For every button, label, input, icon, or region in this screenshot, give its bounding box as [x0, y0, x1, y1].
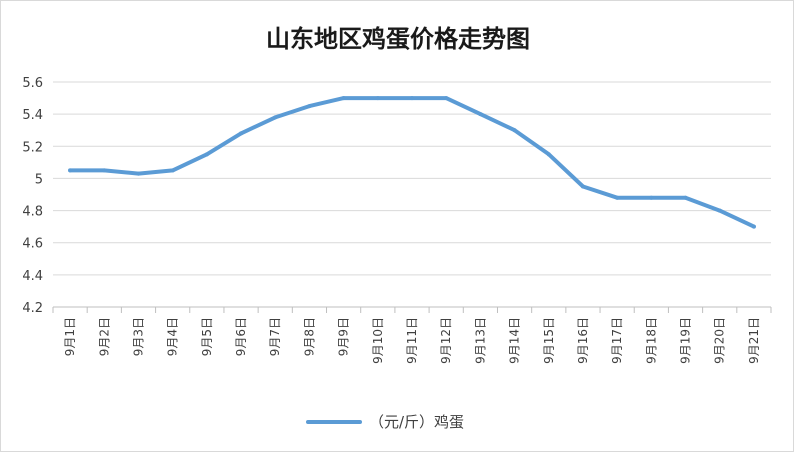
x-tick-label: 9月2日 [97, 317, 111, 356]
data-point [478, 112, 483, 117]
y-tick-label: 5 [35, 172, 43, 187]
x-axis-tick-labels: 9月1日 9月2日 9月3日 9月4日 9月5日 9月6日 9月7日 9月8日 9月9日 9月10… [63, 317, 761, 364]
data-point [717, 208, 722, 213]
x-tick-label: 9月21日 [747, 317, 761, 364]
data-point [580, 184, 585, 189]
data-point [546, 152, 551, 157]
x-tick-label: 9月17日 [610, 317, 624, 364]
x-tick-label: 9月3日 [131, 317, 145, 356]
x-tick-label: 9月14日 [508, 317, 522, 364]
x-tick-label: 9月1日 [63, 317, 77, 356]
data-point [239, 131, 244, 136]
y-tick-label: 5.6 [22, 76, 43, 91]
x-axis [52, 306, 772, 313]
x-tick-label: 9月6日 [234, 317, 248, 356]
y-tick-label: 4.2 [22, 301, 43, 316]
x-tick-label: 9月11日 [405, 317, 419, 364]
x-tick-label: 9月16日 [576, 317, 590, 364]
data-point [307, 104, 312, 109]
y-tick-label: 5.2 [22, 140, 43, 155]
data-point [444, 96, 449, 101]
data-point [341, 96, 346, 101]
legend: （元/斤）鸡蛋 [306, 413, 464, 431]
x-tick-label: 9月5日 [200, 317, 214, 356]
x-tick-label: 9月9日 [337, 317, 351, 356]
data-point [273, 115, 278, 120]
data-point [751, 224, 756, 229]
data-point [512, 128, 517, 133]
x-tick-label: 9月10日 [371, 317, 385, 364]
y-axis-tick-labels: 4.2 4.4 4.6 4.8 5 5.2 5.4 5.6 [22, 76, 43, 316]
x-tick-label: 9月7日 [268, 317, 282, 356]
chart-title: 山东地区鸡蛋价格走势图 [266, 24, 530, 53]
data-point [204, 152, 209, 157]
x-tick-label: 9月12日 [439, 317, 453, 364]
x-tick-label: 9月8日 [302, 317, 316, 356]
data-point [683, 195, 688, 200]
y-tick-label: 5.4 [22, 108, 43, 123]
x-tick-label: 9月15日 [542, 317, 556, 364]
series-layer [68, 96, 756, 229]
x-tick-label: 9月4日 [166, 317, 180, 356]
data-point [68, 168, 73, 173]
data-point [410, 96, 414, 101]
legend-label: （元/斤）鸡蛋 [369, 413, 464, 431]
y-tick-label: 4.4 [22, 269, 43, 284]
data-point [649, 195, 654, 200]
x-tick-label: 9月19日 [679, 317, 693, 364]
x-tick-label: 9月13日 [473, 317, 487, 364]
series-line [68, 96, 756, 229]
data-point [102, 168, 107, 173]
x-tick-label: 9月20日 [713, 317, 727, 364]
data-point [136, 171, 141, 176]
data-point [615, 195, 620, 200]
x-tick-label: 9月18日 [644, 317, 658, 364]
data-point [170, 168, 175, 173]
y-tick-label: 4.8 [22, 205, 43, 220]
y-tick-label: 4.6 [22, 237, 43, 252]
data-point [375, 96, 380, 101]
gridlines [53, 81, 771, 276]
